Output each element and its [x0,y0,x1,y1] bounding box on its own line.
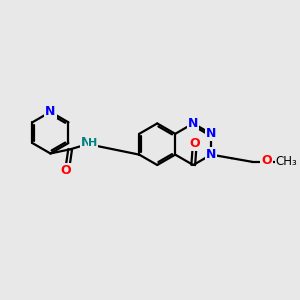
Text: N: N [206,148,216,161]
Text: N: N [188,117,198,130]
Text: H: H [88,138,98,148]
Text: N: N [81,136,91,149]
Text: H: H [83,138,92,148]
Text: CH₃: CH₃ [275,155,297,168]
Text: N: N [45,105,56,119]
Text: O: O [189,137,200,150]
Text: N: N [206,127,216,140]
Text: O: O [61,164,71,177]
Text: O: O [261,154,272,167]
